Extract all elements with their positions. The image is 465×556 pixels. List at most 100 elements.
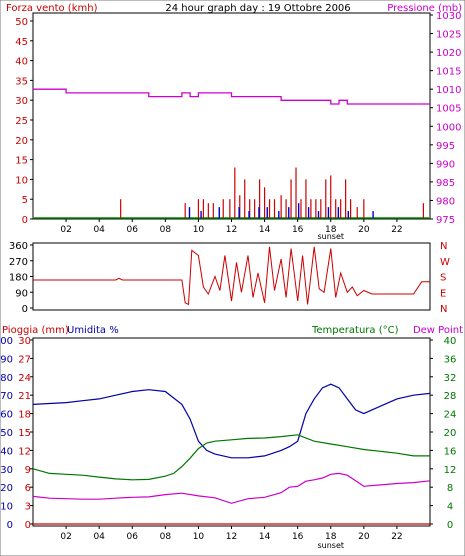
pressure-tick-label: 975 (436, 215, 455, 226)
pressure-tick-label: 1025 (436, 30, 461, 41)
humidity-tick-label: 50 (0, 428, 13, 439)
hour-tick-label: 08 (160, 532, 172, 542)
wind-tick-label: 20 (15, 136, 28, 147)
hour-tick-label: 18 (325, 225, 337, 235)
wind-tick-label: 25 (15, 116, 28, 127)
hour-tick-label: 12 (226, 225, 237, 235)
hour-tick-label: 04 (93, 225, 105, 235)
temperature-tick-label: 32 (444, 373, 457, 384)
compass-label: E (440, 288, 446, 299)
rain-tick-label: 0 (25, 520, 31, 531)
hour-tick-label: 10 (193, 532, 205, 542)
humidity-tick-label: 10 (0, 502, 13, 513)
pressure-tick-label: 1020 (436, 48, 461, 59)
rain-tick-label: 30 (18, 336, 31, 347)
humidity-tick-label: 0 (7, 520, 13, 531)
temperature-tick-label: 4 (447, 502, 453, 513)
temperature-line (32, 434, 430, 481)
rain-tick-label: 6 (25, 483, 31, 494)
wind-tick-label: 0 (22, 215, 28, 226)
hour-tick-label: 08 (160, 225, 172, 235)
humidity-tick-label: 60 (0, 410, 13, 421)
hour-tick-label: 20 (358, 225, 370, 235)
wind-tick-label: 30 (15, 96, 28, 107)
wind-axis-title: Forza vento (kmh) (6, 3, 98, 14)
hour-tick-label: 14 (259, 225, 271, 235)
hour-tick-label: 02 (60, 532, 71, 542)
wind-tick-label: 50 (15, 17, 28, 28)
humidity-tick-label: 30 (0, 465, 13, 476)
pressure-line (33, 88, 430, 105)
graph-title: 24 hour graph day : 19 Ottobre 2006 (165, 3, 350, 14)
rain-tick-label: 3 (25, 502, 31, 513)
wind-tick-label: 40 (15, 57, 28, 68)
wind-tick-label: 45 (15, 37, 28, 48)
humidity-tick-label: 80 (0, 373, 13, 384)
dewpoint-line (32, 472, 431, 504)
pressure-tick-label: 980 (436, 196, 455, 207)
temperature-tick-label: 8 (447, 483, 453, 494)
temperature-axis-title: Temperatura (°C) (311, 325, 399, 336)
hour-tick-label: 16 (292, 532, 304, 542)
wind-tick-label: 10 (15, 175, 28, 186)
temperature-tick-label: 20 (444, 428, 457, 439)
rain-tick-label: 18 (18, 410, 31, 421)
compass-label: W (440, 257, 450, 268)
direction-tick-label: 0 (22, 304, 28, 315)
humidity-tick-label: 40 (0, 446, 13, 457)
hour-tick-label: 06 (127, 225, 139, 235)
hour-tick-label: 02 (60, 225, 71, 235)
dewpoint-axis-title: Dew Point (413, 325, 463, 336)
hour-tick-label: 18 (325, 532, 337, 542)
hour-tick-label: 14 (259, 532, 271, 542)
rain-tick-label: 24 (18, 373, 31, 384)
humidity-tick-label: 90 (0, 354, 13, 365)
direction-tick-label: 90 (15, 288, 28, 299)
hour-tick-label: 22 (391, 225, 402, 235)
rain-tick-label: 15 (18, 428, 31, 439)
humidity-tick-label: 100 (0, 336, 13, 347)
wind-tick-label: 35 (15, 76, 28, 87)
direction-tick-label: 360 (9, 241, 28, 252)
humidity-tick-label: 70 (0, 391, 13, 402)
compass-label: N (440, 304, 447, 315)
rain-tick-label: 12 (18, 446, 31, 457)
pressure-tick-label: 1015 (436, 67, 461, 78)
humidity-tick-label: 20 (0, 483, 13, 494)
hour-tick-label: 22 (391, 532, 402, 542)
direction-line (33, 246, 430, 306)
rain-tick-label: 27 (18, 354, 31, 365)
temperature-tick-label: 24 (444, 410, 457, 421)
pressure-tick-label: 1030 (436, 11, 461, 22)
sunset-label: sunset (317, 232, 344, 241)
humidity-line (32, 383, 431, 459)
temperature-tick-label: 12 (444, 465, 457, 476)
hour-tick-label: 10 (193, 225, 205, 235)
pressure-tick-label: 1005 (436, 104, 461, 115)
temperature-tick-label: 40 (444, 336, 457, 347)
rain-tick-label: 21 (18, 391, 31, 402)
pressure-axis-title: Pressione (mb) (387, 3, 462, 14)
temperature-tick-label: 36 (444, 354, 457, 365)
wind-tick-label: 5 (22, 195, 28, 206)
pressure-tick-label: 995 (436, 141, 455, 152)
temperature-tick-label: 16 (444, 446, 457, 457)
wind-plot: 0510152025303540455097598098599099510001… (15, 11, 461, 241)
compass-label: N (440, 241, 447, 252)
rain-tick-label: 9 (25, 465, 31, 476)
rain-axis-title: Pioggia (mm) (2, 325, 69, 336)
pressure-tick-label: 1000 (436, 122, 461, 133)
hour-tick-label: 04 (93, 532, 105, 542)
wind-tick-label: 15 (15, 156, 28, 167)
pressure-tick-label: 985 (436, 178, 455, 189)
hour-tick-label: 20 (358, 532, 370, 542)
hour-tick-label: 06 (127, 532, 139, 542)
compass-label: S (440, 273, 446, 284)
direction-tick-label: 270 (9, 257, 28, 268)
direction-plot: 0 N 90 E 180 S 270 W 360 N (9, 241, 450, 315)
pressure-tick-label: 1010 (436, 85, 461, 96)
temperature-tick-label: 28 (444, 391, 457, 402)
direction-tick-label: 180 (9, 273, 28, 284)
sunset-label: sunset (317, 541, 344, 550)
